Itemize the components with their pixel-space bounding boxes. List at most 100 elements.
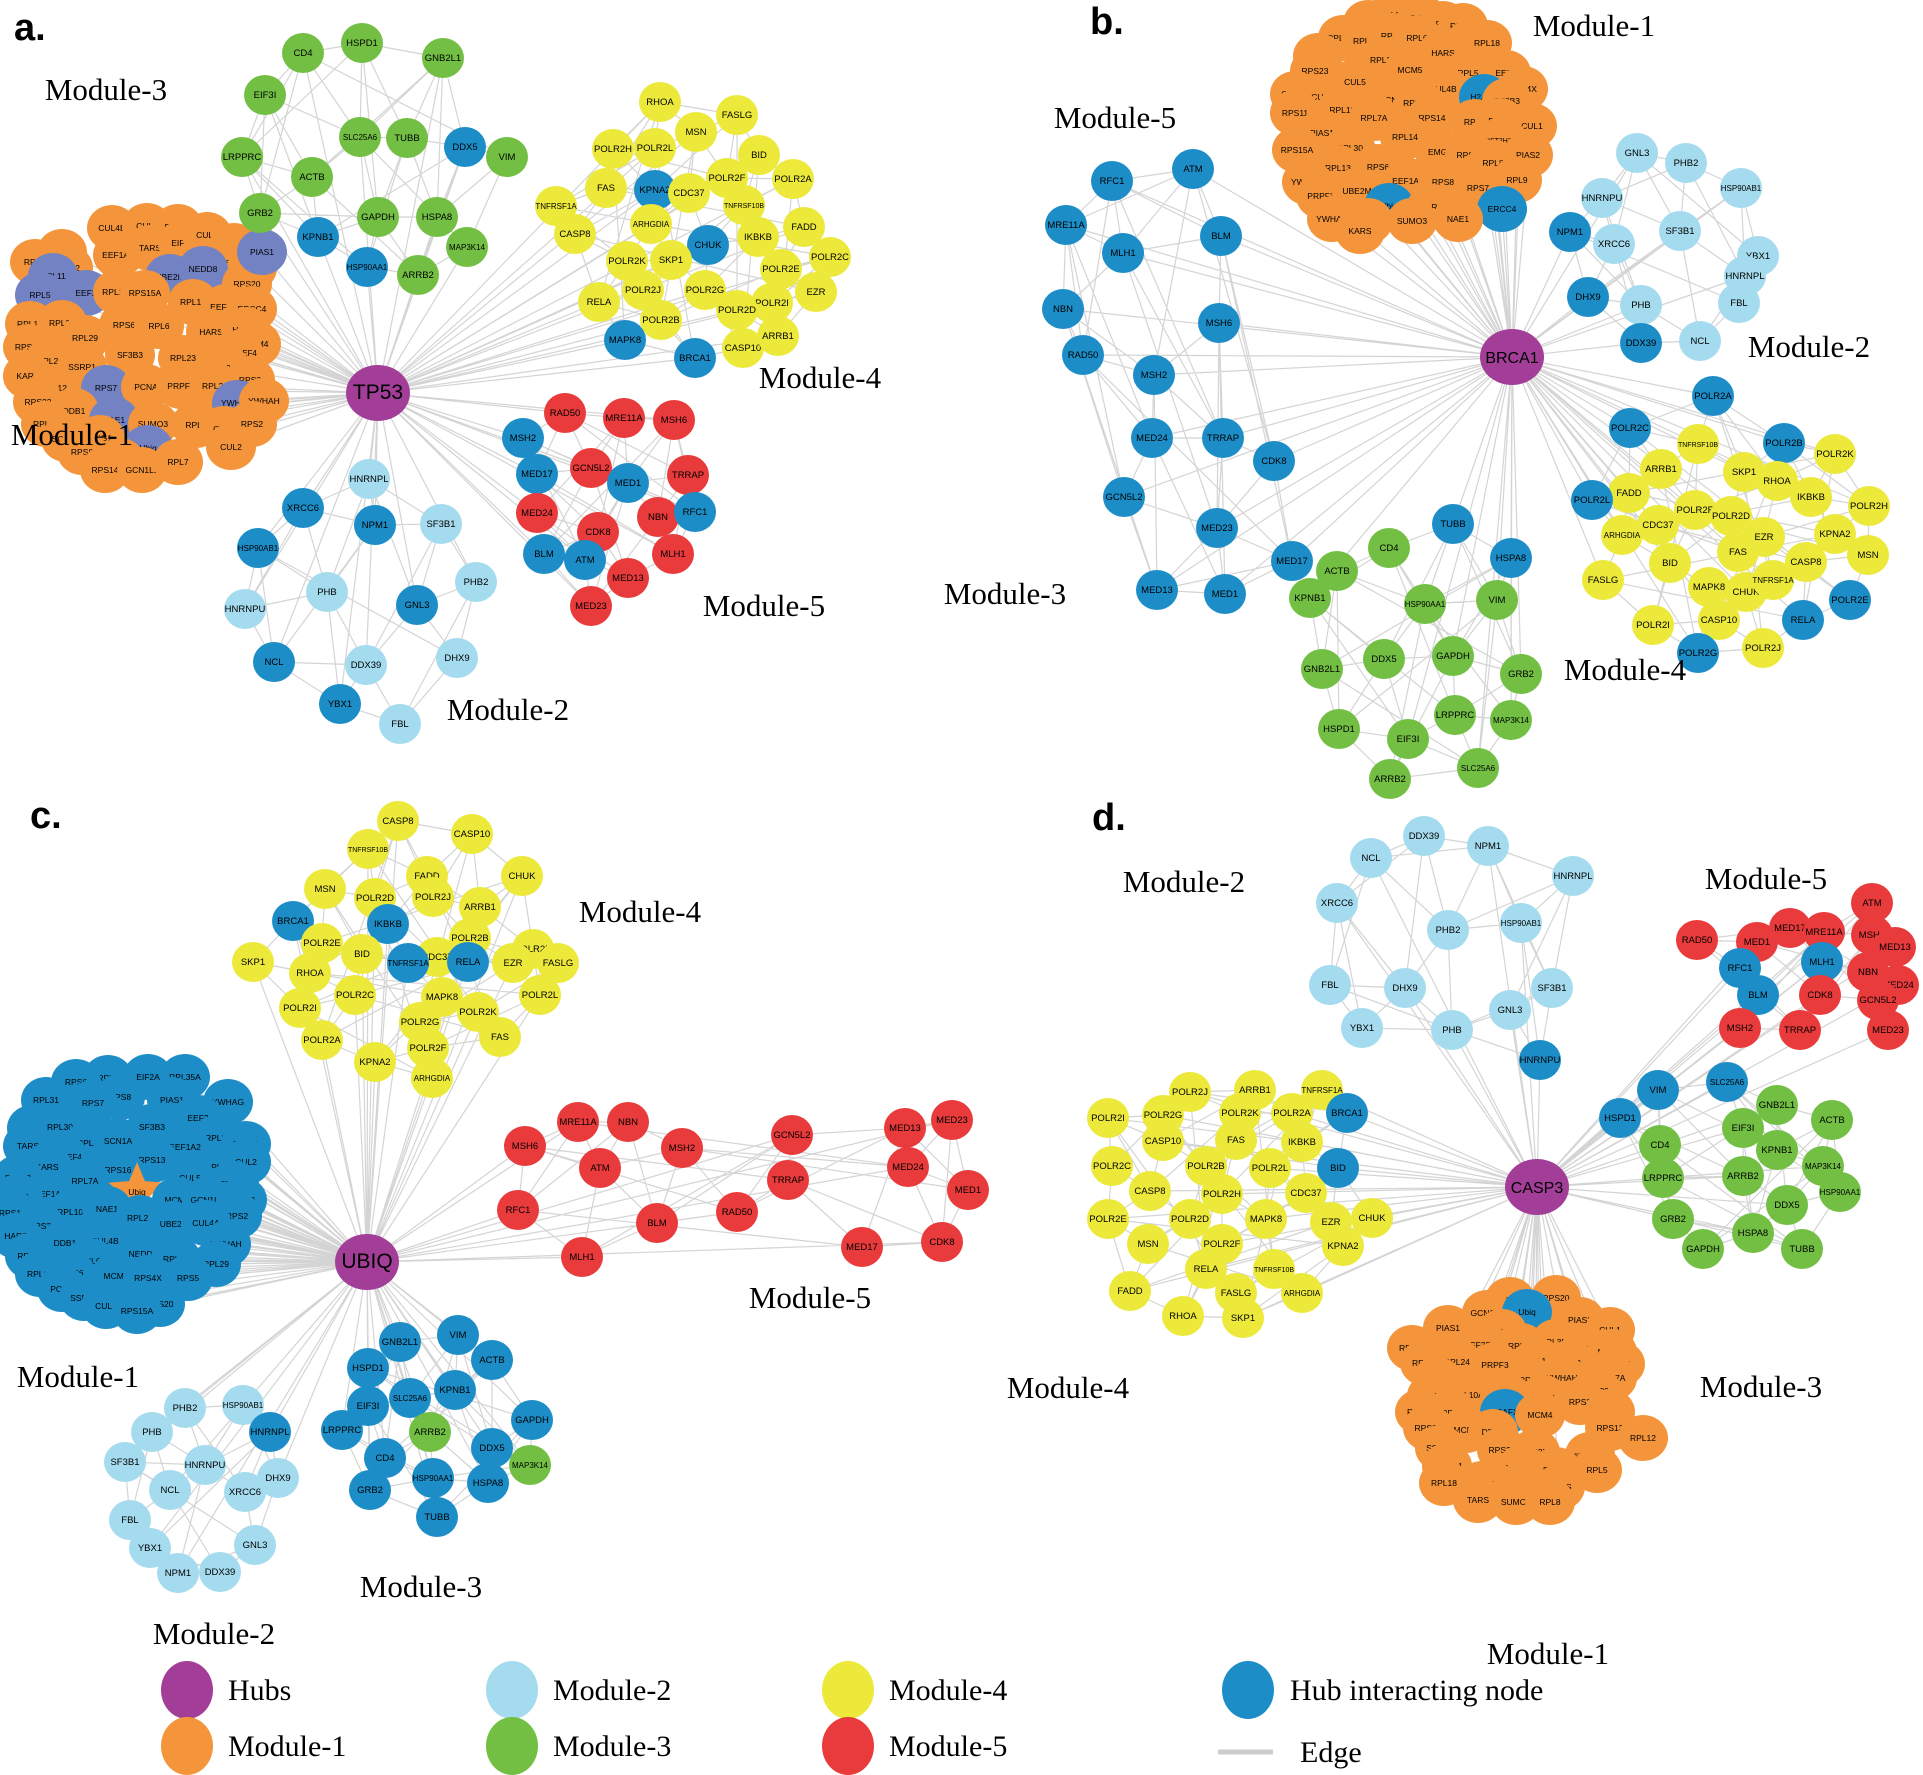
node-POLR2I[interactable]: POLR2I	[1087, 1098, 1129, 1138]
node-MED17[interactable]: MED17	[1271, 541, 1313, 581]
node-ARRB1[interactable]: ARRB1	[1640, 449, 1682, 489]
node-CASP10[interactable]: CASP10	[1142, 1121, 1184, 1161]
node-POLR2C[interactable]: POLR2C	[1609, 408, 1651, 448]
node-CHUK[interactable]: CHUK	[1351, 1198, 1393, 1238]
node-SKP1[interactable]: SKP1	[1723, 452, 1765, 492]
node-MSH6[interactable]: MSH6	[653, 400, 695, 440]
node-HSP90AB1[interactable]: HSP90AB1	[1500, 903, 1542, 943]
node-GAPDH[interactable]: GAPDH	[1682, 1229, 1724, 1269]
node-SKP1[interactable]: SKP1	[650, 240, 692, 280]
node-TRRAP[interactable]: TRRAP	[667, 455, 709, 495]
node-MED13[interactable]: MED13	[884, 1108, 926, 1148]
node-EIF3I[interactable]: EIF3I	[244, 75, 286, 115]
node-POLR2D[interactable]: POLR2D	[1710, 496, 1752, 536]
node-GNL3[interactable]: GNL3	[396, 585, 438, 625]
node-POLR2E[interactable]: POLR2E	[1829, 580, 1871, 620]
node-ACTB[interactable]: ACTB	[1316, 551, 1358, 591]
node-ARRB2[interactable]: ARRB2	[1722, 1156, 1764, 1196]
node-RFC1[interactable]: RFC1	[674, 492, 716, 532]
node-PHB2[interactable]: PHB2	[1427, 910, 1469, 950]
node-CDC37[interactable]: CDC37	[1285, 1173, 1327, 1213]
node-MLH1[interactable]: MLH1	[652, 534, 694, 574]
node-FASLG[interactable]: FASLG	[1582, 560, 1624, 600]
node-MED23[interactable]: MED23	[931, 1100, 973, 1140]
node-NPM1[interactable]: NPM1	[1467, 826, 1509, 866]
node-ARHGDIA[interactable]: ARHGDIA	[630, 204, 672, 244]
node-KPNA2[interactable]: KPNA2	[354, 1042, 396, 1082]
node-CDK8[interactable]: CDK8	[1253, 441, 1295, 481]
node-CHUK[interactable]: CHUK	[687, 225, 729, 265]
node-BID[interactable]: BID	[341, 934, 383, 974]
node-DDX39[interactable]: DDX39	[199, 1552, 241, 1592]
node-RPL12[interactable]: RPL12	[1618, 1415, 1668, 1461]
node-BRCA1[interactable]: BRCA1	[1326, 1093, 1368, 1133]
node-BID[interactable]: BID	[1649, 543, 1691, 583]
node-MSH6[interactable]: MSH6	[504, 1126, 546, 1166]
node-POLR2C[interactable]: POLR2C	[1091, 1146, 1133, 1186]
node-RELA[interactable]: RELA	[1185, 1249, 1227, 1289]
node-TNFRSF10B[interactable]: TNFRSF10B	[347, 829, 389, 869]
node-RELA[interactable]: RELA	[578, 282, 620, 322]
node-RPS15A[interactable]: RPS15A	[112, 1288, 162, 1334]
node-POLR2L[interactable]: POLR2L	[1571, 480, 1613, 520]
node-CDK8[interactable]: CDK8	[921, 1222, 963, 1262]
node-FAS[interactable]: FAS	[479, 1017, 521, 1057]
node-PHB2[interactable]: PHB2	[455, 562, 497, 602]
node-GNL3[interactable]: GNL3	[234, 1525, 276, 1565]
node-POLR2J[interactable]: POLR2J	[1169, 1072, 1211, 1112]
node-NAE1[interactable]: NAE1	[1433, 196, 1483, 242]
node-ARHGDIA[interactable]: ARHGDIA	[1601, 515, 1643, 555]
node-GCN5L2[interactable]: GCN5L2	[771, 1115, 813, 1155]
node-HSP90AA1[interactable]: HSP90AA1	[346, 247, 388, 287]
node-GNL3[interactable]: GNL3	[1489, 990, 1531, 1030]
node-RPS14[interactable]: RPS14	[80, 447, 130, 493]
node-XRCC6[interactable]: XRCC6	[282, 488, 324, 528]
node-CHUK[interactable]: CHUK	[501, 856, 543, 896]
node-BLM[interactable]: BLM	[523, 534, 565, 574]
node-HSP90AB1[interactable]: HSP90AB1	[1720, 168, 1762, 208]
node-FASLG[interactable]: FASLG	[537, 943, 579, 983]
node-POLR2H[interactable]: POLR2H	[1201, 1174, 1243, 1214]
node-FADD[interactable]: FADD	[1109, 1271, 1151, 1311]
node-POLR2D[interactable]: POLR2D	[1169, 1199, 1211, 1239]
node-HSP90AA1[interactable]: HSP90AA1	[1819, 1172, 1861, 1212]
node-GNB2L1[interactable]: GNB2L1	[379, 1322, 421, 1362]
node-KPNB1[interactable]: KPNB1	[1289, 578, 1331, 618]
node-ACTB[interactable]: ACTB	[1811, 1100, 1853, 1140]
node-EIF3I[interactable]: EIF3I	[1387, 719, 1429, 759]
node-POLR2G[interactable]: POLR2G	[684, 270, 726, 310]
node-ARRB2[interactable]: ARRB2	[1369, 759, 1411, 799]
node-PHB[interactable]: PHB	[1620, 285, 1662, 325]
node-CASP10[interactable]: CASP10	[451, 814, 493, 854]
node-MAPK8[interactable]: MAPK8	[1245, 1199, 1287, 1239]
node-NPM1[interactable]: NPM1	[157, 1553, 199, 1593]
node-POLR2I[interactable]: POLR2I	[279, 988, 321, 1028]
node-SF3B1[interactable]: SF3B1	[104, 1442, 146, 1482]
node-SKP1[interactable]: SKP1	[1222, 1298, 1264, 1338]
node-HNRNPL[interactable]: HNRNPL	[249, 1412, 291, 1452]
node-FASLG[interactable]: FASLG	[716, 95, 758, 135]
node-HSPA8[interactable]: HSPA8	[467, 1463, 509, 1503]
node-LRPPRC[interactable]: LRPPRC	[321, 1410, 363, 1450]
node-ACTB[interactable]: ACTB	[471, 1340, 513, 1380]
node-FAS[interactable]: FAS	[585, 168, 627, 208]
node-GRB2[interactable]: GRB2	[239, 193, 281, 233]
node-RHOA[interactable]: RHOA	[289, 953, 331, 993]
node-GRB2[interactable]: GRB2	[1500, 654, 1542, 694]
node-KPNB1[interactable]: KPNB1	[1756, 1130, 1798, 1170]
node-BLM[interactable]: BLM	[1737, 975, 1779, 1015]
node-DHX9[interactable]: DHX9	[1567, 277, 1609, 317]
node-POLR2H[interactable]: POLR2H	[1848, 486, 1890, 526]
node-BLM[interactable]: BLM	[636, 1203, 678, 1243]
node-DDX5[interactable]: DDX5	[444, 127, 486, 167]
node-TNFRSF10B[interactable]: TNFRSF10B	[1677, 424, 1719, 464]
node-NBN[interactable]: NBN	[607, 1102, 649, 1142]
node-ACTB[interactable]: ACTB	[291, 157, 333, 197]
node-SF3B1[interactable]: SF3B1	[420, 504, 462, 544]
node-FBL[interactable]: FBL	[1309, 965, 1351, 1005]
node-GAPDH[interactable]: GAPDH	[1432, 636, 1474, 676]
node-POLR2F[interactable]: POLR2F	[1674, 490, 1716, 530]
node-HSPD1[interactable]: HSPD1	[1318, 709, 1360, 749]
node-IKBKB[interactable]: IKBKB	[737, 217, 779, 257]
node-MSH2[interactable]: MSH2	[1719, 1008, 1761, 1048]
